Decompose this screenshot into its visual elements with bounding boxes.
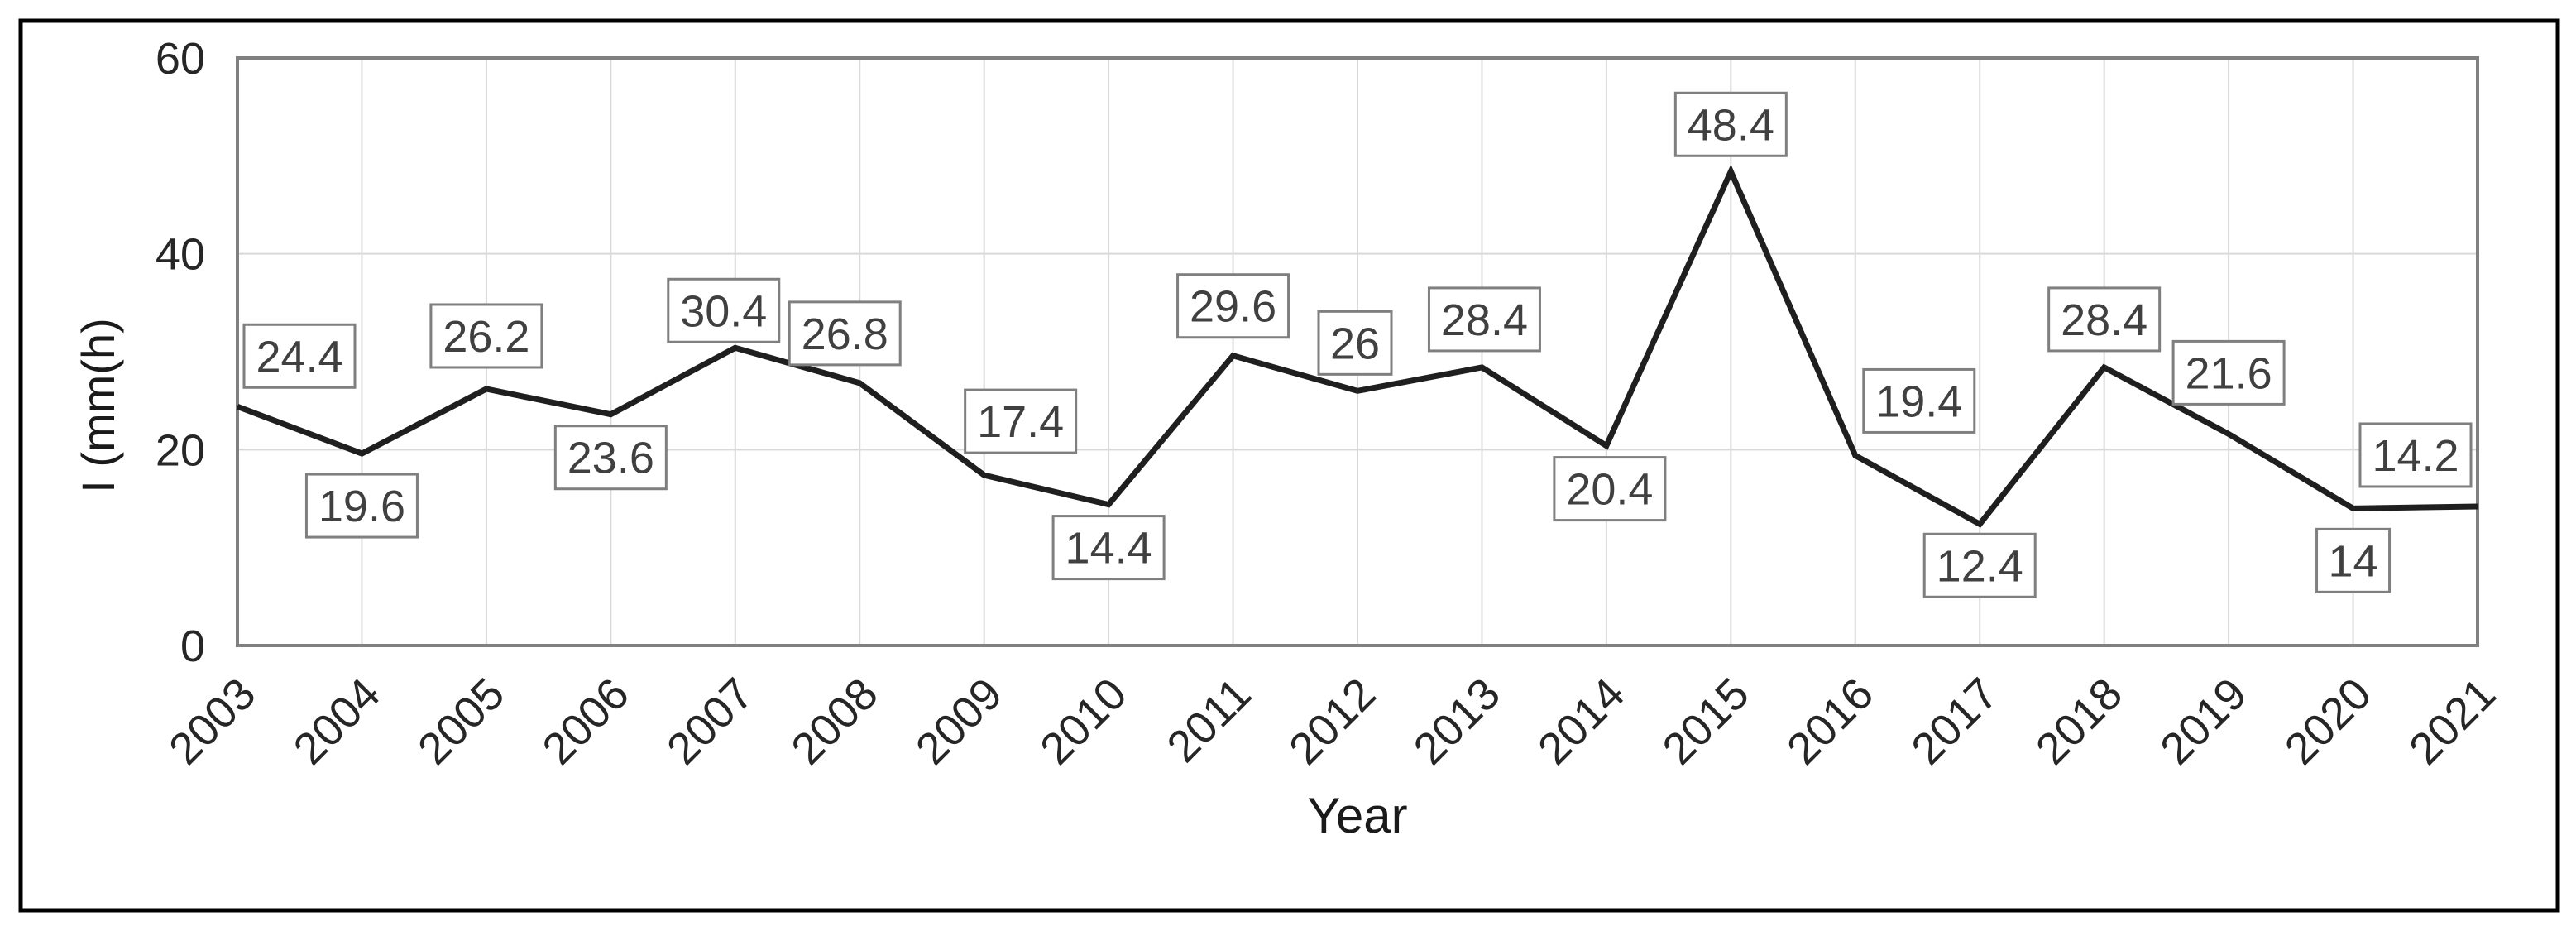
data-label: 28.4 (1441, 295, 1528, 345)
y-tick-label: 20 (156, 425, 205, 475)
data-label-box (2047, 286, 2162, 353)
data-label: 26.2 (443, 312, 529, 362)
data-label: 14.2 (2372, 431, 2459, 481)
data-label-box (553, 425, 668, 491)
data-label: 17.4 (977, 397, 1064, 447)
data-label: 21.6 (2186, 348, 2272, 398)
y-tick-label: 40 (156, 230, 205, 280)
data-label-box (2171, 339, 2286, 406)
data-label-box (667, 277, 781, 343)
data-label-box (1673, 91, 1788, 157)
data-label-box (304, 473, 419, 539)
y-tick-label: 60 (156, 34, 205, 84)
data-label: 48.4 (1688, 100, 1774, 150)
outer-frame (18, 18, 2560, 913)
data-label: 29.6 (1190, 282, 1276, 332)
data-label: 19.6 (318, 482, 405, 531)
data-label-box (1862, 367, 1976, 434)
data-label: 20.4 (1566, 465, 1653, 515)
data-label-box (1553, 456, 1667, 522)
data-label-box (1427, 286, 1541, 353)
data-label: 14 (2329, 536, 2378, 586)
data-label-box (1922, 532, 2037, 598)
data-label-box (429, 303, 543, 369)
data-label: 24.4 (256, 332, 342, 382)
data-series-line (236, 164, 2478, 528)
y-tick-label: 0 (180, 622, 205, 671)
x-axis-title: Year (1307, 788, 1407, 843)
data-label: 26 (1330, 319, 1380, 368)
data-label: 12.4 (1937, 541, 2023, 591)
data-label: 28.4 (2061, 295, 2147, 345)
data-label: 14.4 (1065, 524, 1152, 574)
data-label-box (242, 323, 357, 389)
data-label-box (1317, 310, 1393, 376)
data-label: 19.4 (1875, 377, 1962, 426)
data-label: 30.4 (680, 286, 767, 336)
data-label-box (2358, 422, 2473, 488)
y-axis-title: I (mm(h) (72, 318, 124, 493)
data-label-box (964, 388, 1078, 454)
data-label-box (1176, 273, 1290, 339)
data-label: 26.8 (802, 310, 888, 359)
data-label: 23.6 (567, 434, 654, 483)
plot-area-border (236, 56, 2479, 647)
data-label-box (2315, 527, 2392, 593)
data-label-box (1051, 515, 1166, 581)
data-label-box (788, 300, 902, 367)
